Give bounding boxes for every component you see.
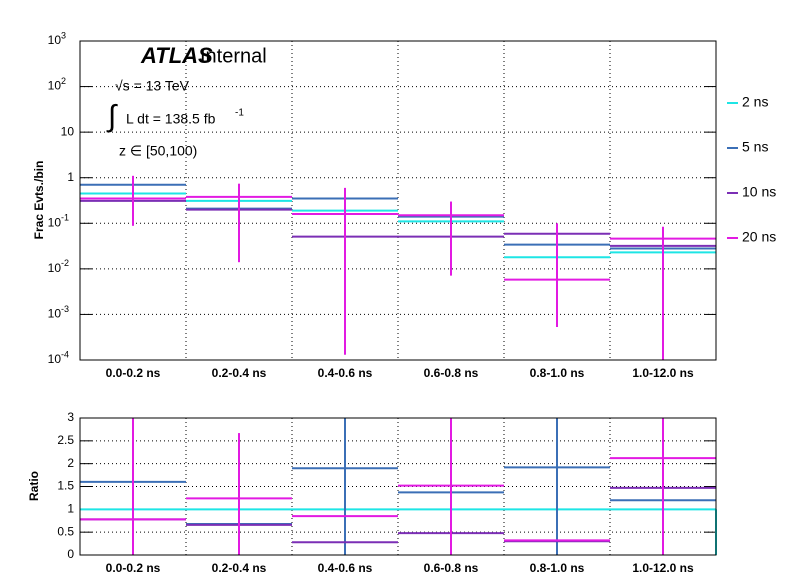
x-tick-label: 0.4-0.6 ns (318, 366, 373, 380)
legend-label: 10 ns (742, 184, 776, 200)
y-tick-label: 10 (48, 79, 62, 93)
x-tick-label: 0.2-0.4 ns (212, 366, 267, 380)
atlas-label: ATLAS (140, 43, 213, 68)
y-tick-label: 1.5 (57, 479, 74, 493)
lumi-exponent: -1 (235, 108, 244, 119)
z-range-label: z ∈ [50,100) (119, 143, 197, 159)
y-tick-label: 10 (48, 261, 62, 275)
x-tick-label: 0.8-1.0 ns (530, 366, 585, 380)
y-tick-exponent: 2 (61, 76, 66, 86)
y-tick-label: 1 (67, 170, 74, 184)
y-tick-label: 10 (48, 307, 62, 321)
y-tick-label: 0 (67, 547, 74, 561)
energy-label: √s = 13 TeV (115, 78, 190, 94)
y-tick-exponent: -2 (61, 258, 69, 268)
plot-frame (79, 417, 717, 556)
y-axis-label: Ratio (27, 471, 41, 501)
y-tick-label: 2 (67, 456, 74, 470)
y-tick-exponent: 3 (61, 30, 66, 40)
y-tick-label: 3 (67, 410, 74, 424)
y-tick-label: 10 (48, 33, 62, 47)
y-tick-label: 0.5 (57, 524, 74, 538)
plot-frame (79, 40, 717, 361)
y-tick-label: 10 (48, 352, 62, 366)
y-tick-label: 2.5 (57, 433, 74, 447)
x-tick-label: 1.0-12.0 ns (632, 561, 694, 572)
x-tick-label: 0.0-0.2 ns (106, 561, 161, 572)
legend-label: 2 ns (742, 94, 768, 110)
legend-label: 5 ns (742, 139, 768, 155)
y-tick-exponent: -3 (61, 304, 69, 314)
x-tick-label: 0.6-0.8 ns (424, 561, 479, 572)
y-tick-label: 1 (67, 502, 74, 516)
x-tick-label: 0.6-0.8 ns (424, 366, 479, 380)
legend-label: 20 ns (742, 229, 776, 245)
y-tick-label: 10 (61, 124, 75, 138)
lumi-label: L dt = 138.5 fb (126, 111, 216, 127)
x-tick-label: 0.4-0.6 ns (318, 561, 373, 572)
integral-sign: ∫ (106, 100, 118, 133)
y-axis-label: Frac Evts./bin (32, 161, 46, 240)
x-tick-label: 0.2-0.4 ns (212, 561, 267, 572)
x-tick-label: 0.0-0.2 ns (106, 366, 161, 380)
internal-label: Internal (200, 45, 267, 67)
x-tick-label: 0.8-1.0 ns (530, 561, 585, 572)
y-tick-label: 10 (48, 215, 62, 229)
y-tick-exponent: -4 (61, 349, 69, 359)
y-tick-exponent: -1 (61, 213, 69, 223)
x-tick-label: 1.0-12.0 ns (632, 366, 694, 380)
